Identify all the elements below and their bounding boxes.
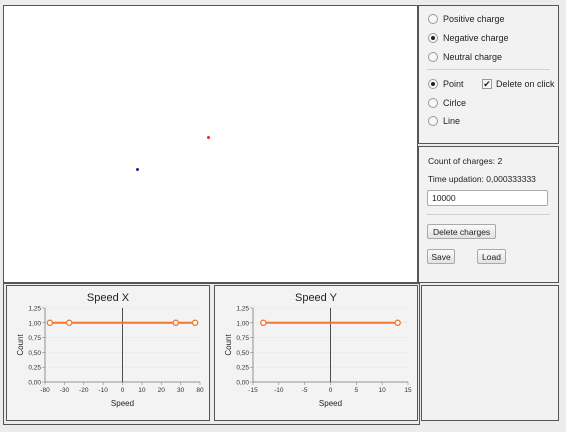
speed-y-chart-panel: Speed Y 0,00 0,25 0,50 0,75 1,00 1,25 -15 -10 -5… bbox=[214, 285, 418, 421]
save-button[interactable]: Save bbox=[427, 249, 455, 264]
y-axis-label: Count bbox=[224, 334, 233, 356]
positive-charge-point[interactable] bbox=[207, 136, 210, 139]
x-tick-label: 0 bbox=[121, 387, 125, 394]
y-tick-label: 1,00 bbox=[28, 320, 41, 327]
radio-label: Negative charge bbox=[443, 33, 509, 43]
x-tick-label: 0 bbox=[329, 387, 333, 394]
x-tick-label: 10 bbox=[138, 387, 146, 394]
y-tick-label: 0,00 bbox=[236, 380, 249, 387]
time-updation-text: Time updation: 0,000333333 bbox=[428, 174, 536, 184]
radio-negative-charge[interactable]: Negative charge bbox=[428, 33, 509, 43]
y-tick-label: 1,00 bbox=[236, 320, 249, 327]
load-button[interactable]: Load bbox=[477, 249, 506, 264]
y-tick-label: 0,25 bbox=[236, 365, 249, 372]
delete-on-click-checkbox[interactable]: ✔ Delete on click bbox=[482, 79, 555, 89]
delete-charges-button[interactable]: Delete charges bbox=[427, 224, 497, 239]
x-axis-label: Speed bbox=[319, 399, 342, 408]
data-point bbox=[191, 319, 199, 327]
radio-button[interactable] bbox=[428, 79, 438, 89]
x-tick-label: 80 bbox=[196, 387, 204, 394]
y-tick-label: 0,50 bbox=[236, 350, 249, 357]
x-tick-label: -30 bbox=[60, 387, 70, 394]
radio-label: Line bbox=[443, 116, 461, 126]
charge-settings-panel: Positive charge Negative charge Neutral … bbox=[418, 5, 559, 144]
checkbox[interactable]: ✔ bbox=[482, 78, 492, 89]
radio-button[interactable] bbox=[428, 116, 438, 126]
radio-circle[interactable]: Cirlce bbox=[428, 98, 466, 108]
y-tick-label: 1,25 bbox=[236, 306, 249, 313]
radio-label: Cirlce bbox=[443, 98, 467, 108]
x-tick-label: -5 bbox=[302, 387, 308, 394]
x-tick-label: -80 bbox=[40, 387, 50, 394]
speed-y-chart: 0,00 0,25 0,50 0,75 1,00 1,25 -15 -10 -5 0 5 10 15 Sp… bbox=[224, 306, 412, 409]
speed-x-chart: 0,00 0,25 0,50 0,75 1,00 1,25 -80 -30 -20 -10 0 10 2… bbox=[16, 306, 204, 409]
chart-title: Speed Y bbox=[294, 292, 337, 304]
radio-button[interactable] bbox=[428, 33, 438, 43]
radio-button[interactable] bbox=[428, 98, 438, 108]
x-tick-label: 15 bbox=[404, 387, 412, 394]
negative-charge-point[interactable] bbox=[136, 168, 139, 171]
data-point bbox=[65, 319, 73, 327]
chart-title: Speed X bbox=[86, 292, 130, 304]
divider bbox=[427, 69, 550, 70]
radio-positive-charge[interactable]: Positive charge bbox=[428, 14, 505, 24]
x-tick-label: 20 bbox=[158, 387, 166, 394]
x-axis-label: Speed bbox=[111, 399, 134, 408]
radio-label: Positive charge bbox=[443, 14, 505, 24]
y-tick-label: 0,75 bbox=[28, 335, 41, 342]
x-tick-label: -20 bbox=[79, 387, 89, 394]
y-tick-label: 0,75 bbox=[236, 335, 249, 342]
checkbox-label: Delete on click bbox=[496, 79, 555, 89]
speed-x-chart-panel: Speed X 0,00 0,25 0,50 0,75 1,00 1,25 -80 -30 -2… bbox=[6, 285, 210, 421]
steps-input[interactable] bbox=[427, 190, 548, 206]
radio-label: Neutral charge bbox=[443, 52, 503, 62]
y-tick-label: 0,50 bbox=[28, 350, 41, 357]
x-tick-label: 10 bbox=[379, 387, 387, 394]
y-tick-label: 0,00 bbox=[28, 380, 41, 387]
simulation-info-panel: Count of charges: 2 Time updation: 0,000… bbox=[418, 146, 559, 283]
radio-button[interactable] bbox=[428, 14, 438, 24]
charge-count-text: Count of charges: 2 bbox=[428, 156, 503, 166]
radio-button[interactable] bbox=[428, 52, 438, 62]
radio-neutral-charge[interactable]: Neutral charge bbox=[428, 52, 502, 62]
radio-line[interactable]: Line bbox=[428, 116, 460, 126]
x-tick-label: -10 bbox=[98, 387, 108, 394]
x-tick-label: -15 bbox=[248, 387, 258, 394]
radio-point[interactable]: Point bbox=[428, 79, 464, 89]
divider bbox=[427, 214, 550, 215]
x-tick-label: -10 bbox=[274, 387, 284, 394]
charts-frame bbox=[3, 283, 420, 425]
data-point bbox=[46, 319, 54, 327]
data-point bbox=[172, 319, 180, 327]
radio-label: Point bbox=[443, 79, 464, 89]
y-tick-label: 1,25 bbox=[28, 306, 41, 313]
x-tick-label: 5 bbox=[355, 387, 359, 394]
y-tick-label: 0,25 bbox=[28, 365, 41, 372]
simulation-canvas[interactable] bbox=[3, 5, 418, 283]
data-point bbox=[394, 319, 401, 327]
empty-panel bbox=[421, 285, 559, 421]
data-point bbox=[260, 319, 267, 327]
y-axis-label: Count bbox=[16, 334, 25, 356]
x-tick-label: 30 bbox=[177, 387, 185, 394]
